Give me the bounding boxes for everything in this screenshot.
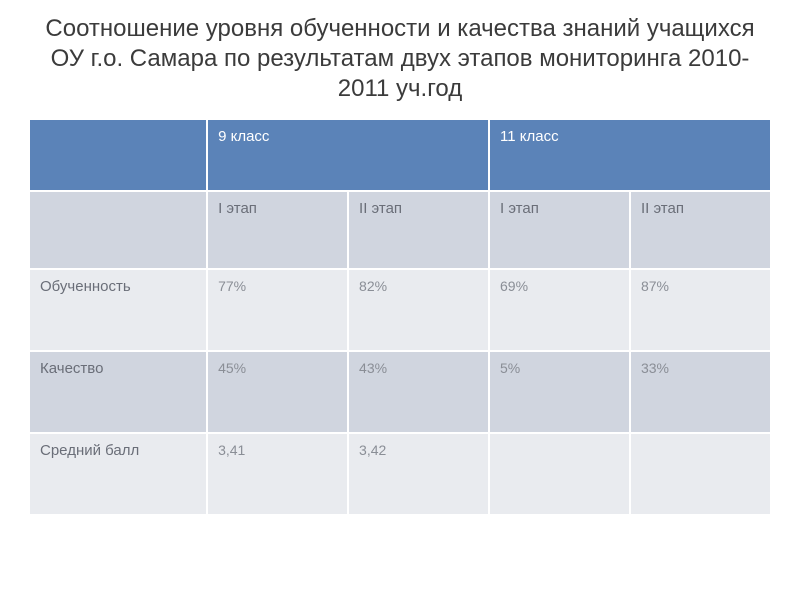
table-row: Качество 45% 43% 5% 33%	[29, 351, 771, 433]
subheader-cell: I этап	[489, 191, 630, 269]
cell-value: 3,42	[348, 433, 489, 515]
slide-title: Соотношение уровня обученности и качеств…	[28, 14, 772, 104]
cell-value	[630, 433, 771, 515]
data-table: 9 класс 11 класс I этап II этап I этап I…	[28, 118, 772, 516]
subheader-cell: II этап	[348, 191, 489, 269]
cell-value: 69%	[489, 269, 630, 351]
row-label: Качество	[29, 351, 207, 433]
cell-value: 87%	[630, 269, 771, 351]
table-row: Обученность 77% 82% 69% 87%	[29, 269, 771, 351]
header-group-9: 9 класс	[207, 119, 489, 191]
cell-value: 3,41	[207, 433, 348, 515]
row-label: Обученность	[29, 269, 207, 351]
cell-value	[489, 433, 630, 515]
cell-value: 45%	[207, 351, 348, 433]
header-empty	[29, 119, 207, 191]
table-header-row: 9 класс 11 класс	[29, 119, 771, 191]
table-subheader-row: I этап II этап I этап II этап	[29, 191, 771, 269]
table-row: Средний балл 3,41 3,42	[29, 433, 771, 515]
cell-value: 33%	[630, 351, 771, 433]
subheader-cell: II этап	[630, 191, 771, 269]
row-label: Средний балл	[29, 433, 207, 515]
subheader-empty	[29, 191, 207, 269]
header-group-11: 11 класс	[489, 119, 771, 191]
slide: Соотношение уровня обученности и качеств…	[0, 0, 800, 600]
subheader-cell: I этап	[207, 191, 348, 269]
cell-value: 5%	[489, 351, 630, 433]
cell-value: 43%	[348, 351, 489, 433]
cell-value: 77%	[207, 269, 348, 351]
cell-value: 82%	[348, 269, 489, 351]
